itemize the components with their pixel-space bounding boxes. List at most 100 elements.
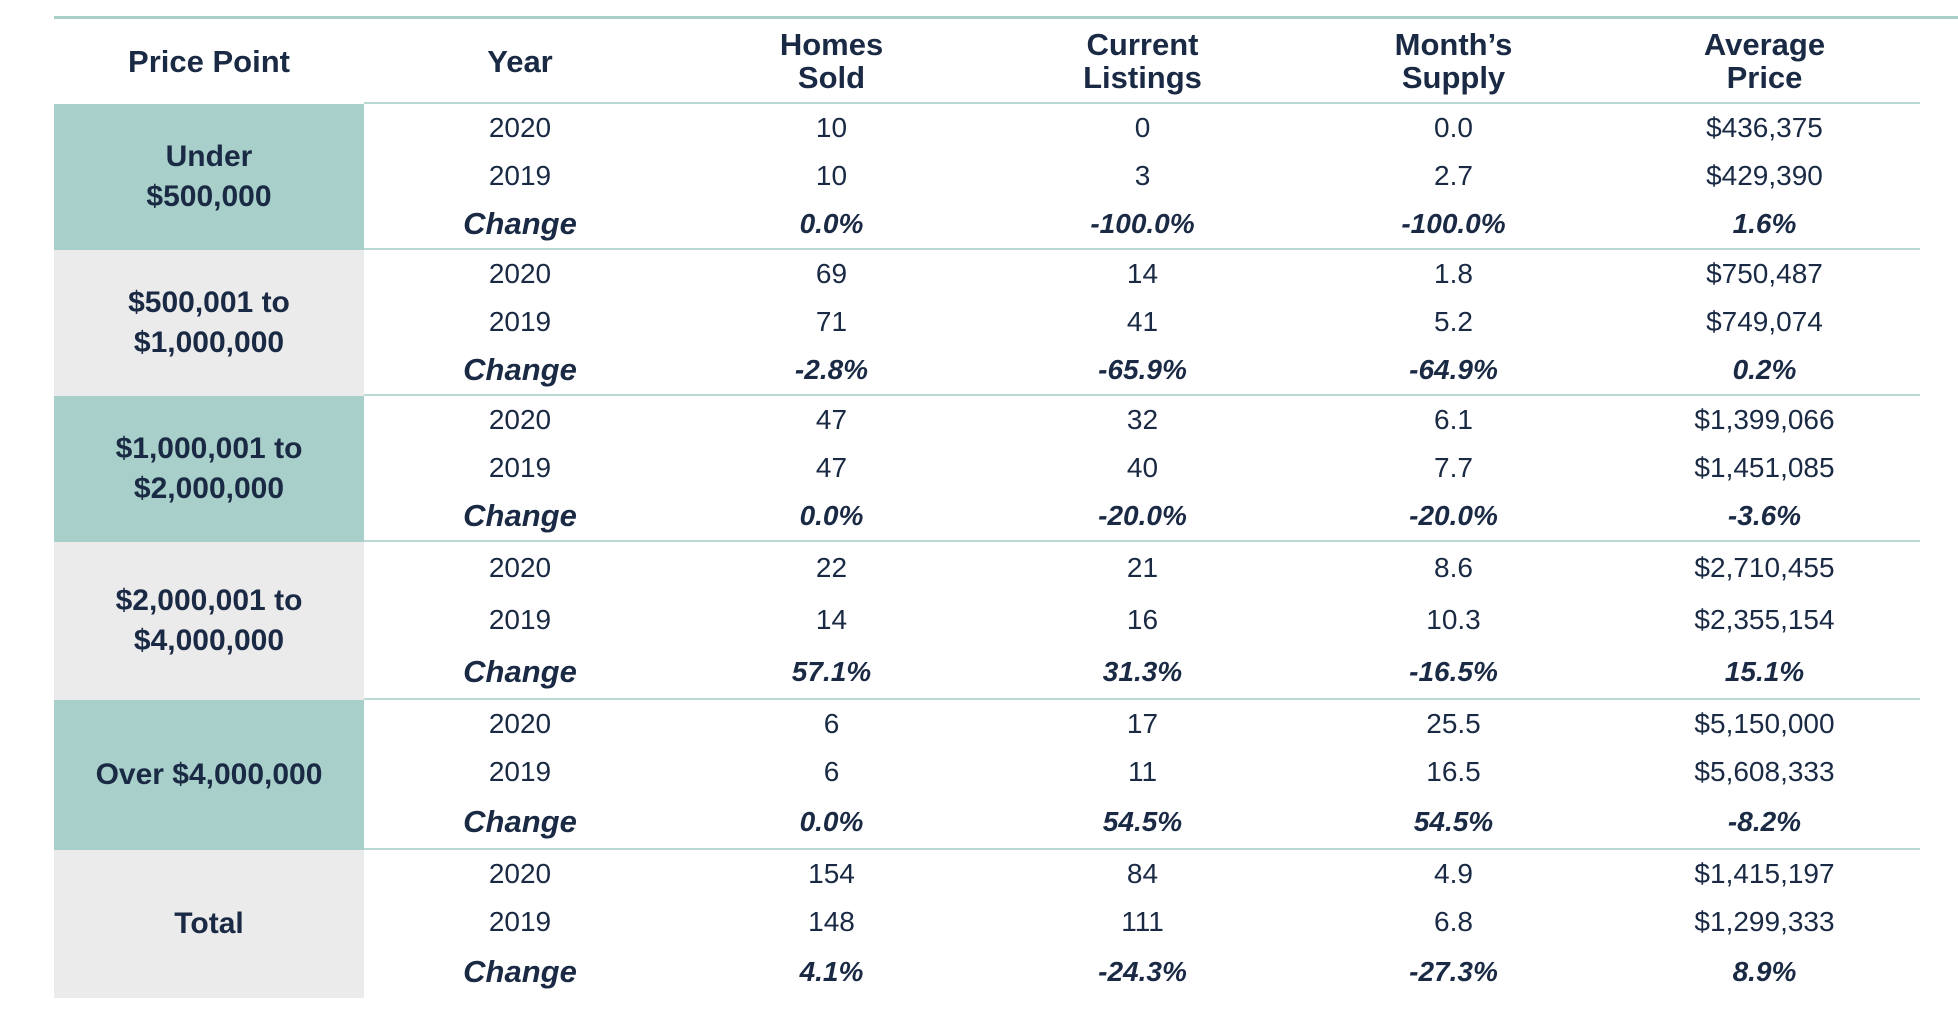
cell-homes-sold: 6 — [823, 756, 840, 787]
cell-months-supply: -16.5% — [1409, 656, 1498, 687]
cell-year: Change — [463, 498, 577, 533]
cell-year: 2019 — [488, 452, 552, 483]
cell-year: Change — [463, 352, 577, 387]
cell-year: Change — [463, 954, 577, 989]
group-rows: 2020 6 17 25.5 $5,150,000 2019 6 11 16.5 $5,608,3… — [364, 700, 1920, 850]
cell-months-supply: 16.5 — [1426, 756, 1481, 787]
cell-homes-sold: 0.0% — [799, 500, 864, 531]
price-point-label: $2,000,001 to $4,000,000 — [54, 542, 364, 700]
cell-average-price: $429,390 — [1706, 160, 1823, 191]
cell-homes-sold: 154 — [808, 858, 855, 889]
cell-months-supply: 1.8 — [1434, 258, 1473, 289]
cell-months-supply: -27.3% — [1409, 956, 1498, 987]
cell-current-listings: 32 — [1126, 404, 1159, 435]
cell-homes-sold: 10 — [815, 112, 848, 143]
price-point-label: Over $4,000,000 — [54, 700, 364, 850]
price-group-total: Total 2020 154 84 4.9 $1,415,197 2019 148 111 6.8… — [54, 850, 1920, 998]
cell-months-supply: 7.7 — [1434, 452, 1473, 483]
cell-average-price: $1,451,085 — [1694, 452, 1835, 483]
cell-average-price: $436,375 — [1706, 112, 1823, 143]
cell-current-listings: 3 — [1134, 160, 1151, 191]
cell-average-price: $1,399,066 — [1694, 404, 1835, 435]
table-row: 2020 69 14 1.8 $750,487 — [364, 250, 1920, 298]
cell-current-listings: 14 — [1126, 258, 1159, 289]
cell-year: 2020 — [488, 858, 552, 889]
cell-year: 2020 — [488, 552, 552, 583]
cell-homes-sold: 6 — [823, 708, 840, 739]
cell-current-listings: 111 — [1121, 906, 1164, 937]
price-point-label: $1,000,001 to $2,000,000 — [54, 396, 364, 542]
group-rows: 2020 22 21 8.6 $2,710,455 2019 14 16 10.3 $2,355,… — [364, 542, 1920, 700]
cell-months-supply: -64.9% — [1409, 354, 1498, 385]
cell-homes-sold: 0.0% — [799, 208, 864, 239]
cell-average-price: $2,710,455 — [1694, 552, 1835, 583]
header-homes-sold: Homes Sold — [779, 27, 884, 95]
table-row: 2020 6 17 25.5 $5,150,000 — [364, 700, 1920, 748]
cell-year: 2019 — [488, 756, 552, 787]
cell-current-listings: -100.0% — [1090, 208, 1195, 239]
cell-months-supply: 8.6 — [1434, 552, 1473, 583]
cell-current-listings: 31.3% — [1102, 656, 1183, 687]
cell-current-listings: -65.9% — [1098, 354, 1187, 385]
change-row: Change 57.1% 31.3% -16.5% 15.1% — [364, 646, 1920, 698]
cell-current-listings: 40 — [1126, 452, 1159, 483]
cell-average-price: 0.2% — [1732, 354, 1797, 385]
change-row: Change 0.0% 54.5% 54.5% -8.2% — [364, 796, 1920, 848]
price-group-under-500k: Under $500,000 2020 10 0 0.0 $436,375 2019 10 3 2… — [54, 104, 1920, 250]
table-row: 2020 22 21 8.6 $2,710,455 — [364, 542, 1920, 594]
cell-homes-sold: 69 — [815, 258, 848, 289]
cell-current-listings: 0 — [1134, 112, 1151, 143]
cell-year: 2020 — [488, 258, 552, 289]
cell-months-supply: 6.1 — [1434, 404, 1473, 435]
header-current-listings: Current Listings — [1083, 27, 1202, 95]
change-row: Change -2.8% -65.9% -64.9% 0.2% — [364, 346, 1920, 394]
cell-average-price: 8.9% — [1732, 956, 1797, 987]
cell-average-price: 1.6% — [1732, 208, 1797, 239]
cell-months-supply: -20.0% — [1409, 500, 1498, 531]
group-rows: 2020 69 14 1.8 $750,487 2019 71 41 5.2 $749,074 Ch… — [364, 250, 1920, 396]
cell-current-listings: 21 — [1126, 552, 1159, 583]
cell-year: 2019 — [488, 160, 552, 191]
cell-average-price: -3.6% — [1727, 500, 1802, 531]
cell-average-price: 15.1% — [1724, 656, 1805, 687]
cell-year: 2019 — [488, 604, 552, 635]
table-row: 2019 47 40 7.7 $1,451,085 — [364, 444, 1920, 492]
cell-year: Change — [463, 654, 577, 689]
cell-year: 2019 — [488, 306, 552, 337]
price-group-500k-1m: $500,001 to $1,000,000 2020 69 14 1.8 $750,48… — [54, 250, 1920, 396]
cell-year: Change — [463, 804, 577, 839]
cell-months-supply: 10.3 — [1426, 604, 1481, 635]
cell-months-supply: 0.0 — [1434, 112, 1473, 143]
cell-average-price: $2,355,154 — [1694, 604, 1835, 635]
cell-current-listings: 84 — [1126, 858, 1159, 889]
cell-average-price: -8.2% — [1727, 806, 1802, 837]
cell-homes-sold: 47 — [815, 452, 848, 483]
cell-homes-sold: 47 — [815, 404, 848, 435]
cell-current-listings: -24.3% — [1098, 956, 1187, 987]
cell-average-price: $1,299,333 — [1694, 906, 1835, 937]
cell-current-listings: 16 — [1126, 604, 1159, 635]
cell-homes-sold: -2.8% — [794, 354, 869, 385]
cell-year: 2019 — [488, 906, 552, 937]
cell-homes-sold: 14 — [815, 604, 848, 635]
group-rows: 2020 154 84 4.9 $1,415,197 2019 148 111 6.8 $1,29… — [364, 850, 1920, 998]
top-divider — [54, 16, 1958, 19]
group-rows: 2020 47 32 6.1 $1,399,066 2019 47 40 7.7 $1,451,0… — [364, 396, 1920, 542]
table-row: 2019 6 11 16.5 $5,608,333 — [364, 748, 1920, 796]
cell-homes-sold: 22 — [815, 552, 848, 583]
cell-current-listings: -20.0% — [1098, 500, 1187, 531]
table-row: 2019 148 111 6.8 $1,299,333 — [364, 898, 1920, 946]
group-rows: 2020 10 0 0.0 $436,375 2019 10 3 2.7 $429,390 Chan… — [364, 104, 1920, 250]
cell-current-listings: 11 — [1127, 756, 1158, 787]
cell-average-price: $5,150,000 — [1694, 708, 1835, 739]
table-row: 2020 154 84 4.9 $1,415,197 — [364, 850, 1920, 898]
table-row: 2020 10 0 0.0 $436,375 — [364, 104, 1920, 152]
cell-year: Change — [463, 206, 577, 241]
header-average-price: Average Price — [1703, 27, 1826, 95]
header-months-supply: Month’s Supply — [1394, 27, 1513, 95]
price-point-label: $500,001 to $1,000,000 — [54, 250, 364, 396]
cell-months-supply: 2.7 — [1434, 160, 1473, 191]
price-group-over-4m: Over $4,000,000 2020 6 17 25.5 $5,150,000 2019… — [54, 700, 1920, 850]
cell-homes-sold: 71 — [815, 306, 848, 337]
